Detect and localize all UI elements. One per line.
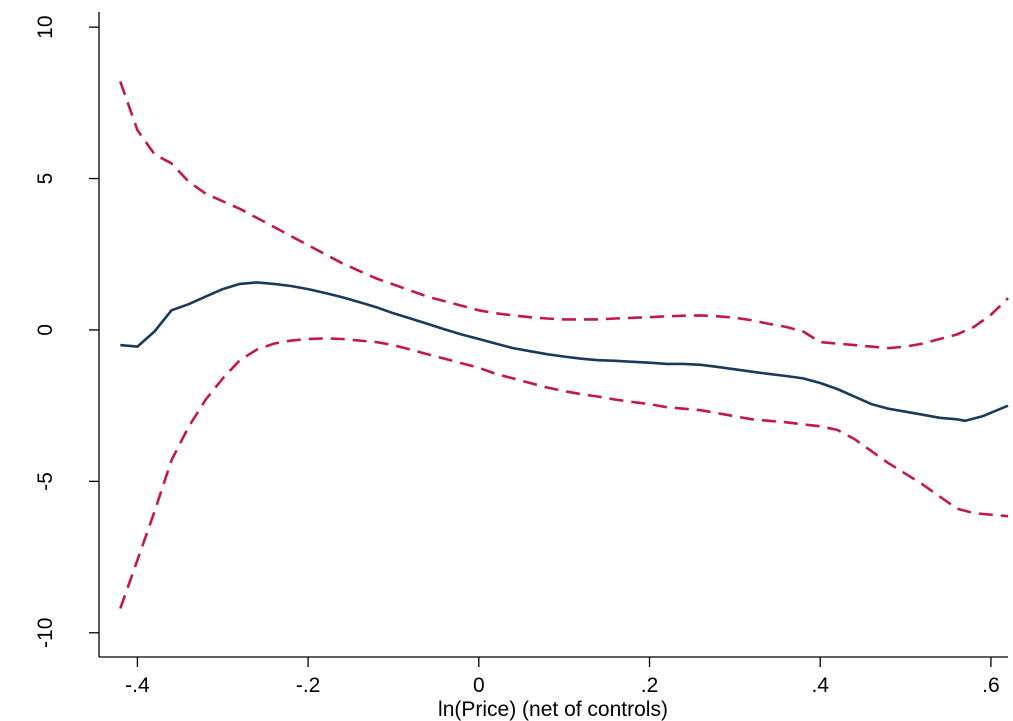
upper-ci-line xyxy=(119,81,1009,350)
y-axis-ticks: -10 -5 0 5 10 xyxy=(34,15,99,648)
x-axis-ticks: -.4 -.2 0 .2 .4 .6 xyxy=(125,657,1000,697)
x-tick-label: .4 xyxy=(811,674,829,697)
y-tick-label: -5 xyxy=(34,472,57,491)
y-tick-label: 5 xyxy=(34,173,57,185)
x-tick-label: .2 xyxy=(641,674,659,697)
x-axis-title: ln(Price) (net of controls) xyxy=(438,698,668,721)
estimate-line xyxy=(120,281,1009,423)
x-tick-label: 0 xyxy=(473,674,485,697)
y-tick-label: -10 xyxy=(34,618,57,648)
y-tick-label: 10 xyxy=(34,15,57,38)
lower-ci-line xyxy=(119,337,1009,609)
y-tick-label: 0 xyxy=(34,324,57,336)
x-tick-label: .6 xyxy=(982,674,1000,697)
series-group xyxy=(119,81,1009,609)
x-tick-label: -.2 xyxy=(296,674,321,697)
x-tick-label: -.4 xyxy=(125,674,150,697)
